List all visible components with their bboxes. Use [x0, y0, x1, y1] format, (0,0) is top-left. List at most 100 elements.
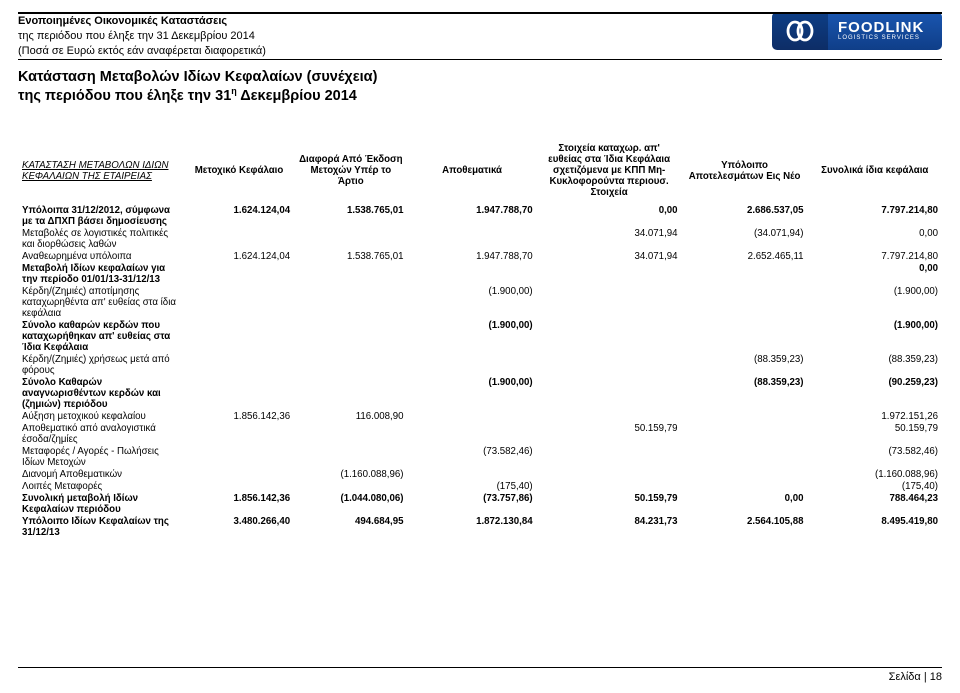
cell-value: (175,40)	[808, 480, 942, 492]
row-label: Σύνολο Καθαρών αναγνωρισθέντων κερδών κα…	[18, 376, 184, 410]
row-label: Συνολική μεταβολή Ιδίων Κεφαλαίων περιόδ…	[18, 492, 184, 515]
cell-value: 494.684,95	[294, 515, 407, 538]
cell-value	[184, 319, 294, 353]
cell-value	[184, 262, 294, 285]
doc-header-line2: της περιόδου που έληξε την 31 Δεκεμβρίου…	[18, 29, 266, 44]
cell-value: 116.008,90	[294, 410, 407, 422]
cell-value: 2.652.465,11	[682, 250, 808, 262]
cell-value	[294, 262, 407, 285]
cell-value	[408, 262, 537, 285]
cell-value: (73.582,46)	[808, 445, 942, 468]
cell-value: 2.686.537,05	[682, 204, 808, 227]
page-number: Σελίδα | 18	[889, 671, 942, 683]
cell-value: 0,00	[537, 204, 682, 227]
cell-value: (1.044.080,06)	[294, 492, 407, 515]
cell-value	[682, 319, 808, 353]
row-label: Αποθεματικό από αναλογιστικά έσοδα/ζημίε…	[18, 422, 184, 445]
col-header: Υπόλοιπο Αποτελεσμάτων Εις Νέο	[682, 143, 808, 205]
cell-value	[537, 262, 682, 285]
equity-changes-table: ΚΑΤΑΣΤΑΣΗ ΜΕΤΑΒΟΛΩΝ ΙΔΙΩΝ ΚΕΦΑΛΑΙΩΝ ΤΗΣ …	[18, 143, 942, 539]
row-label: Λοιπές Μεταφορές	[18, 480, 184, 492]
table-row: Σύνολο Καθαρών αναγνωρισθέντων κερδών κα…	[18, 376, 942, 410]
cell-value: 1.947.788,70	[408, 250, 537, 262]
cell-value: 0,00	[808, 227, 942, 250]
cell-value	[682, 445, 808, 468]
cell-value	[184, 353, 294, 376]
table-row: Μεταβολή Ιδίων κεφαλαίων για την περίοδο…	[18, 262, 942, 285]
table-row: Υπόλοιπα 31/12/2012, σύμφωνα με τα ΔΠΧΠ …	[18, 204, 942, 227]
cell-value	[537, 319, 682, 353]
table-row: Λοιπές Μεταφορές (175,40) (175,40)	[18, 480, 942, 492]
table-row: Διανομή Αποθεματικών(1.160.088,96)(1.160…	[18, 468, 942, 480]
cell-value	[184, 480, 294, 492]
cell-value	[408, 353, 537, 376]
table-row: Υπόλοιπο Ιδίων Κεφαλαίων της 31/12/133.4…	[18, 515, 942, 538]
row-label: Μεταβολές σε λογιστικές πολιτικές και δι…	[18, 227, 184, 250]
cell-value: 50.159,79	[537, 422, 682, 445]
row-label: Αναθεωρημένα υπόλοιπα	[18, 250, 184, 262]
cell-value: 0,00	[682, 492, 808, 515]
title-line1: Κατάσταση Μεταβολών Ιδίων Κεφαλαίων (συν…	[18, 68, 942, 86]
cell-value: 7.797.214,80	[808, 204, 942, 227]
cell-value: (88.359,23)	[808, 353, 942, 376]
cell-value: 1.947.788,70	[408, 204, 537, 227]
col-header: Αποθεματικά	[408, 143, 537, 205]
cell-value: (1.900,00)	[808, 285, 942, 319]
cell-value	[537, 285, 682, 319]
cell-value: (1.900,00)	[408, 285, 537, 319]
cell-value: (1.160.088,96)	[294, 468, 407, 480]
cell-value	[294, 422, 407, 445]
cell-value	[408, 410, 537, 422]
row-label: Υπόλοιπο Ιδίων Κεφαλαίων της 31/12/13	[18, 515, 184, 538]
cell-value: 1.538.765,01	[294, 250, 407, 262]
cell-value	[184, 468, 294, 480]
cell-value: (1.900,00)	[408, 376, 537, 410]
cell-value	[408, 468, 537, 480]
cell-value: (88.359,23)	[682, 376, 808, 410]
cell-value: 1.972.151,26	[808, 410, 942, 422]
cell-value	[408, 227, 537, 250]
cell-value	[408, 422, 537, 445]
cell-value: 50.159,79	[537, 492, 682, 515]
cell-value: 34.071,94	[537, 227, 682, 250]
table-row: Αύξηση μετοχικού κεφαλαίου1.856.142,3611…	[18, 410, 942, 422]
cell-value: 788.464,23	[808, 492, 942, 515]
logo-brand: FOODLINK	[838, 20, 942, 35]
cell-value: (1.160.088,96)	[808, 468, 942, 480]
title-line2b: Δεκεμβρίου 2014	[237, 87, 357, 103]
cell-value: 1.872.130,84	[408, 515, 537, 538]
cell-value: (175,40)	[408, 480, 537, 492]
col-header: Μετοχικό Κεφάλαιο	[184, 143, 294, 205]
cell-value	[537, 480, 682, 492]
cell-value	[537, 445, 682, 468]
table-row: Κέρδη/(Ζημιές) αποτίμησης καταχωρηθέντα …	[18, 285, 942, 319]
cell-value	[537, 468, 682, 480]
cell-value: 1.856.142,36	[184, 492, 294, 515]
doc-header-line3: (Ποσά σε Ευρώ εκτός εάν αναφέρεται διαφο…	[18, 44, 266, 59]
table-row: Μεταφορές / Αγορές - Πωλήσεις Ιδίων Μετο…	[18, 445, 942, 468]
cell-value: (73.582,46)	[408, 445, 537, 468]
col-header: Στοιχεία καταχωρ. απ' ευθείας στα Ίδια Κ…	[537, 143, 682, 205]
cell-value	[294, 285, 407, 319]
cell-value: 8.495.419,80	[808, 515, 942, 538]
cell-value: 1.624.124,04	[184, 204, 294, 227]
cell-value	[294, 445, 407, 468]
cell-value	[682, 262, 808, 285]
cell-value: (34.071,94)	[682, 227, 808, 250]
cell-value: 2.564.105,88	[682, 515, 808, 538]
cell-value: 1.856.142,36	[184, 410, 294, 422]
cell-value: 1.624.124,04	[184, 250, 294, 262]
row-label: Υπόλοιπα 31/12/2012, σύμφωνα με τα ΔΠΧΠ …	[18, 204, 184, 227]
chain-link-icon	[783, 18, 817, 44]
page-title: Κατάσταση Μεταβολών Ιδίων Κεφαλαίων (συν…	[18, 68, 942, 105]
cell-value	[682, 285, 808, 319]
cell-value: (90.259,23)	[808, 376, 942, 410]
cell-value: (73.757,86)	[408, 492, 537, 515]
col-header: ΚΑΤΑΣΤΑΣΗ ΜΕΤΑΒΟΛΩΝ ΙΔΙΩΝ ΚΕΦΑΛΑΙΩΝ ΤΗΣ …	[18, 143, 184, 205]
cell-value	[294, 227, 407, 250]
row-label: Κέρδη/(Ζημιές) αποτίμησης καταχωρηθέντα …	[18, 285, 184, 319]
cell-value	[184, 376, 294, 410]
doc-header: Ενοποιημένες Οικονομικές Καταστάσεις της…	[18, 14, 266, 59]
cell-value	[294, 480, 407, 492]
cell-value	[294, 376, 407, 410]
